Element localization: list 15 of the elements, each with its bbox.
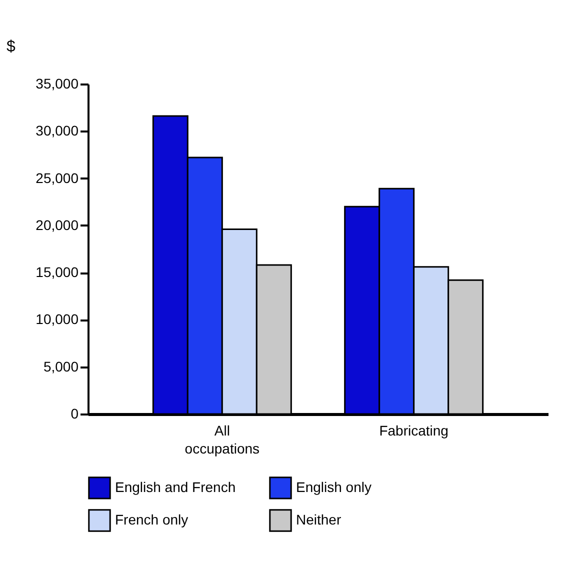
y-tick-label: 25,000 xyxy=(36,170,79,186)
x-tick-label: All occupations xyxy=(184,422,260,456)
y-tick-label: 0 xyxy=(70,406,79,422)
y-tick-label: 15,000 xyxy=(36,264,79,280)
legend-label: English only xyxy=(296,478,372,495)
y-tick-label: 35,000 xyxy=(36,76,79,92)
y-tick-label: 10,000 xyxy=(36,311,79,328)
legend-label: French only xyxy=(115,512,188,528)
legend-label: Neither xyxy=(296,512,342,528)
legend-label: English and French xyxy=(115,478,236,495)
y-axis-title: $ xyxy=(6,38,16,56)
y-tick-label: 5,000 xyxy=(43,358,79,374)
x-tick-label: Fabricating xyxy=(379,422,448,438)
y-tick-label: 20,000 xyxy=(36,216,79,233)
y-tick-label: 30,000 xyxy=(36,122,79,139)
